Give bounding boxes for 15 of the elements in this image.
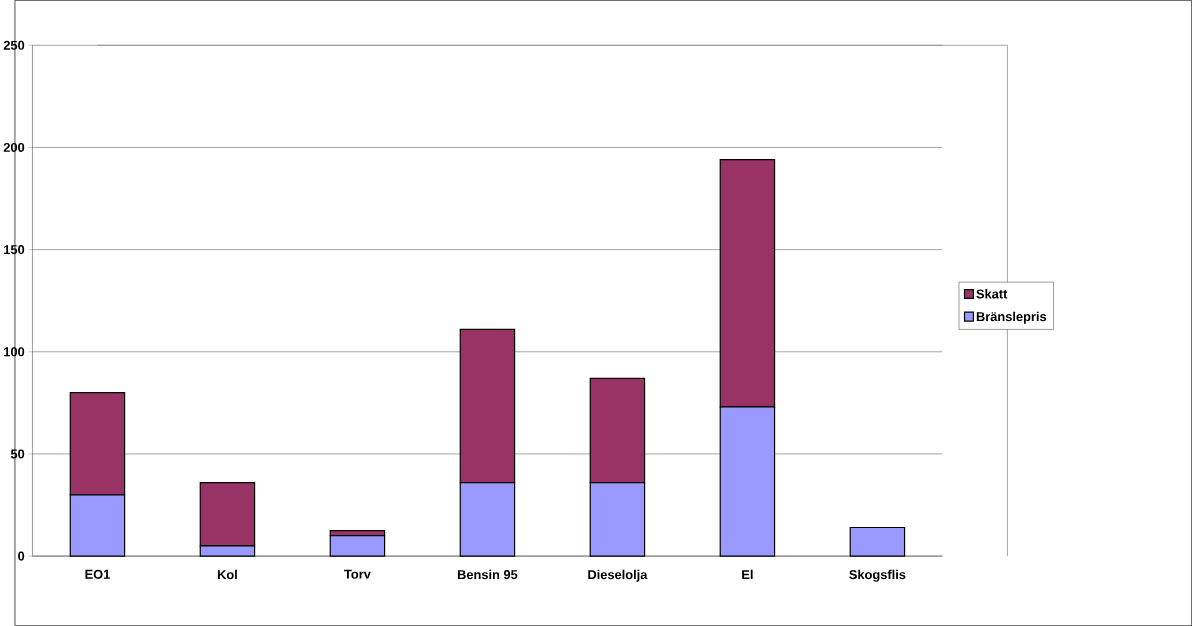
y-tick-label: 200: [3, 142, 25, 152]
x-tick-label: Dieselolja: [588, 569, 648, 582]
x-tick-label: Bensin 95: [457, 569, 518, 580]
x-tick-label: EO1: [85, 569, 110, 579]
y-tick-label: 250: [3, 40, 25, 50]
x-tick-label: Torv: [344, 569, 371, 579]
x-tick-label: El: [742, 569, 753, 579]
x-tick-label: Skogsflis: [849, 569, 906, 582]
x-tick-label: Kol: [217, 569, 237, 580]
legend-label: Skatt: [976, 289, 1008, 299]
y-tick-label: 150: [4, 245, 25, 255]
y-tick-label: 100: [4, 347, 25, 357]
y-tick-label: 0: [18, 551, 25, 561]
legend-label: Bränslepris: [976, 311, 1047, 324]
y-tick-label: 50: [10, 449, 25, 459]
